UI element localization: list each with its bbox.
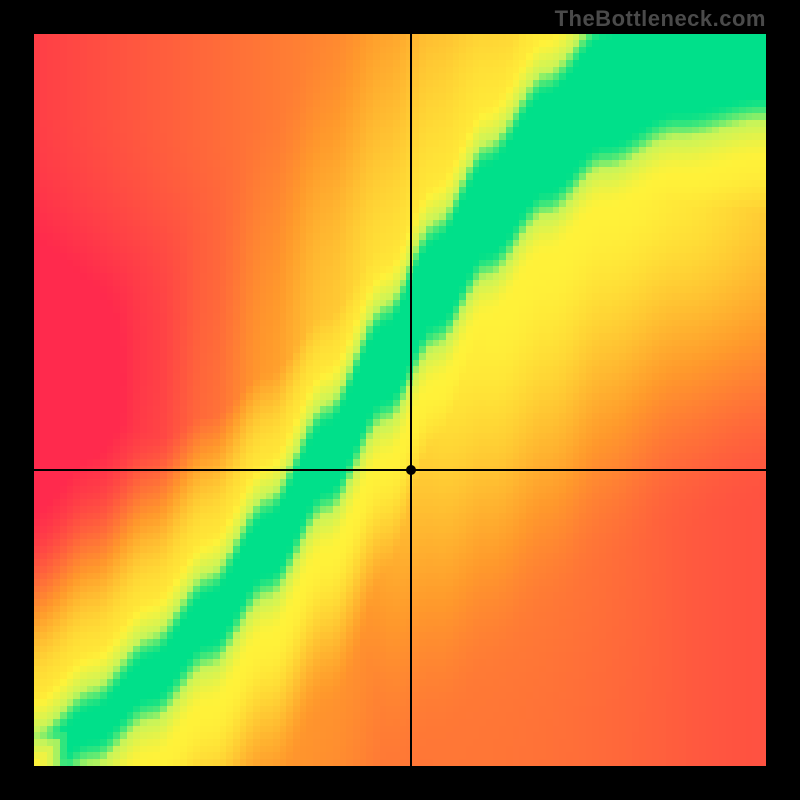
- watermark-text: TheBottleneck.com: [555, 6, 766, 32]
- bottleneck-heatmap: [34, 34, 766, 766]
- crosshair-vertical: [410, 34, 412, 766]
- crosshair-dot: [406, 465, 416, 475]
- crosshair-horizontal: [34, 469, 766, 471]
